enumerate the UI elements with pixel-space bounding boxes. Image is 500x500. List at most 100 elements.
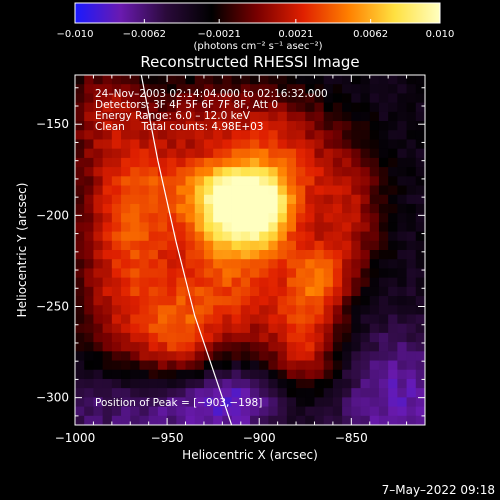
heatmap-cell — [277, 250, 288, 260]
heatmap-cell — [259, 360, 269, 371]
heatmap-cell — [332, 176, 343, 186]
heatmap-cell — [111, 130, 122, 140]
heatmap-cell — [259, 296, 269, 306]
heatmap-cell — [93, 296, 104, 306]
heatmap-cell — [360, 369, 371, 380]
heatmap-cell — [231, 250, 242, 260]
heatmap-cell — [139, 342, 150, 352]
heatmap-cell — [102, 259, 113, 269]
heatmap-cell — [194, 286, 205, 297]
heatmap-cell — [332, 157, 343, 168]
heatmap-cell — [93, 93, 104, 104]
heatmap-cell — [84, 121, 94, 131]
heatmap-cell — [406, 194, 417, 205]
heatmap-cell — [268, 305, 279, 315]
heatmap-cell — [360, 305, 371, 315]
heatmap-cell — [93, 277, 104, 288]
heatmap-cell — [259, 222, 269, 232]
heatmap-cell — [388, 203, 398, 214]
heatmap-cell — [406, 314, 417, 325]
heatmap-cell — [222, 121, 232, 131]
heatmap-cell — [369, 268, 380, 279]
heatmap-cell — [296, 388, 306, 398]
heatmap-cell — [406, 222, 417, 232]
heatmap-cell — [213, 148, 223, 159]
heatmap-cell — [148, 259, 159, 269]
heatmap-cell — [130, 231, 140, 242]
heatmap-cell — [305, 121, 315, 131]
heatmap-cell — [415, 259, 425, 269]
heatmap-cell — [323, 342, 334, 352]
heatmap-cell — [157, 378, 168, 389]
heatmap-cell — [397, 157, 407, 168]
peak-position-label: Position of Peak = [−903,−198] — [95, 397, 262, 409]
heatmap-cell — [332, 139, 343, 150]
heatmap-cell — [102, 360, 113, 371]
heatmap-cell — [130, 139, 140, 150]
heatmap-cell — [194, 296, 205, 306]
heatmap-cell — [415, 111, 425, 122]
heatmap-cell — [323, 102, 334, 113]
heatmap-cell — [259, 378, 269, 389]
heatmap-cell — [369, 277, 380, 288]
heatmap-cell — [323, 360, 334, 371]
heatmap-cell — [378, 351, 389, 361]
heatmap-cell — [75, 406, 85, 417]
heatmap-cell — [231, 397, 242, 407]
heatmap-cell — [369, 121, 380, 131]
heatmap-cell — [250, 351, 260, 361]
heatmap-cell — [194, 259, 205, 269]
heatmap-cell — [176, 84, 186, 94]
heatmap-cell — [378, 176, 389, 186]
heatmap-cell — [259, 213, 269, 223]
heatmap-cell — [406, 75, 417, 85]
heatmap-cell — [222, 314, 232, 325]
heatmap-cell — [397, 268, 407, 279]
heatmap-cell — [121, 277, 131, 288]
heatmap-cell — [75, 222, 85, 232]
heatmap-cell — [314, 388, 325, 398]
heatmap-cell — [139, 75, 150, 85]
heatmap-cell — [75, 139, 85, 150]
heatmap-cell — [157, 342, 168, 352]
heatmap-cell — [93, 314, 104, 325]
heatmap-cell — [268, 397, 279, 407]
plot-frame — [74, 74, 426, 426]
heatmap-cell — [369, 369, 380, 380]
heatmap-cell — [75, 203, 85, 214]
heatmap-cell — [369, 296, 380, 306]
heatmap-cell — [240, 185, 251, 196]
heatmap-cell — [203, 360, 214, 371]
heatmap-cell — [121, 102, 131, 113]
heatmap-cell — [185, 259, 196, 269]
heatmap-cell — [332, 194, 343, 205]
heatmap-cell — [93, 286, 104, 297]
heatmap-cell — [93, 305, 104, 315]
heatmap-cell — [231, 277, 242, 288]
heatmap-cell — [360, 406, 371, 417]
heatmap-cell — [231, 148, 242, 159]
heatmap-cell — [194, 139, 205, 150]
heatmap-cell — [296, 378, 306, 389]
heatmap-cell — [342, 286, 352, 297]
heatmap-cell — [314, 139, 325, 150]
heatmap-cell — [332, 268, 343, 279]
heatmap-cell — [296, 157, 306, 168]
heatmap-cell — [240, 406, 251, 417]
heatmap-cell — [250, 388, 260, 398]
heatmap-cell — [378, 268, 389, 279]
heatmap-cell — [167, 148, 177, 159]
heatmap-cell — [323, 305, 334, 315]
heatmap-cell — [111, 213, 122, 223]
heatmap-cell — [406, 139, 417, 150]
heatmap-cell — [176, 351, 186, 361]
heatmap-cell — [185, 139, 196, 150]
heatmap-cell — [148, 121, 159, 131]
heatmap-cell — [323, 213, 334, 223]
heatmap-cell — [157, 296, 168, 306]
heatmap-cell — [84, 185, 94, 196]
heatmap-cell — [157, 185, 168, 196]
heatmap-cell — [93, 194, 104, 205]
heatmap-cell — [75, 148, 85, 159]
heatmap-cell — [203, 296, 214, 306]
